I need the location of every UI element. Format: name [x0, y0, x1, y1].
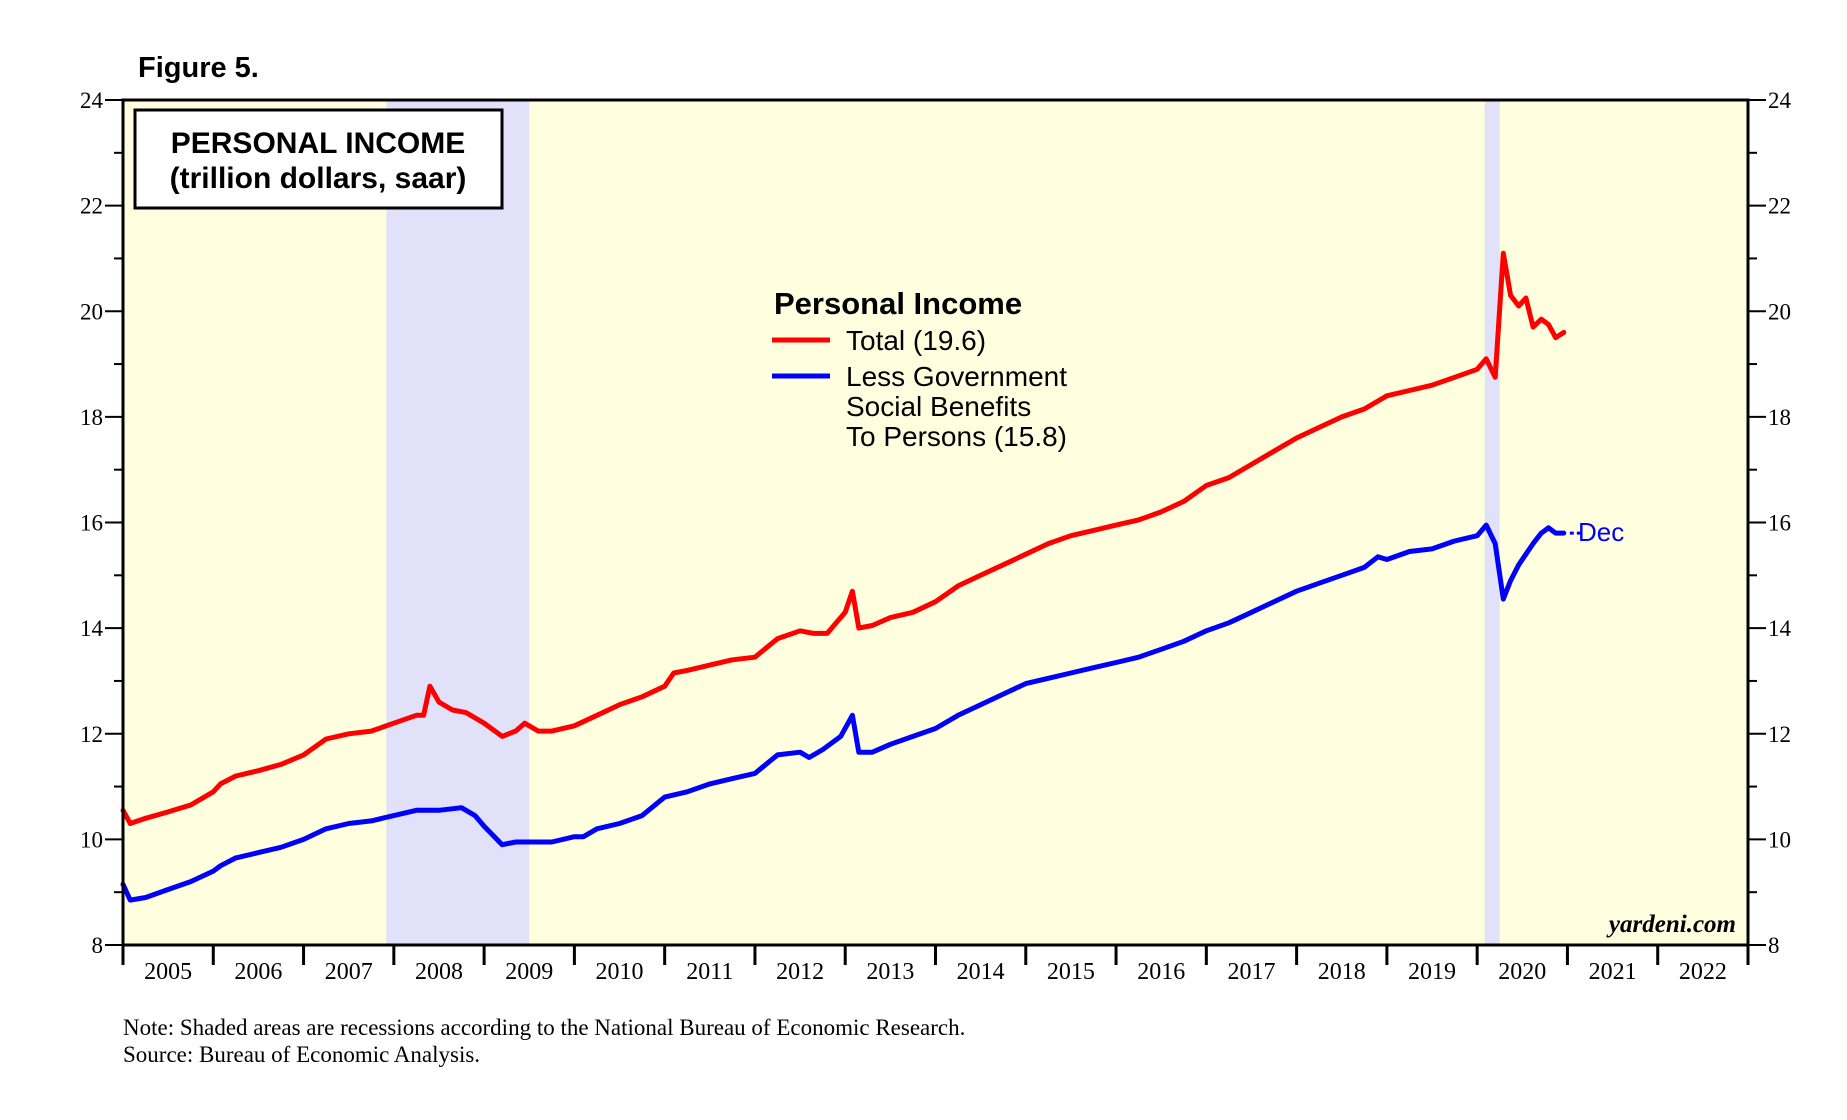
y-tick-label-left: 10 — [80, 827, 103, 852]
x-tick-label: 2016 — [1137, 959, 1185, 985]
x-tick-label: 2020 — [1498, 959, 1546, 985]
y-tick-label-right: 18 — [1768, 405, 1791, 430]
title-box — [133, 108, 504, 210]
y-tick-label-right: 10 — [1768, 827, 1791, 852]
legend: Personal Income Total (19.6) Less Govern… — [772, 286, 1067, 452]
series-line-less-benefits — [120, 522, 1567, 903]
y-tick-label-right: 16 — [1768, 511, 1791, 536]
y-tick-label-left: 24 — [80, 88, 104, 113]
end-label-dec: Dec — [1578, 517, 1624, 547]
x-tick-label: 2007 — [325, 959, 373, 985]
x-tick-label: 2019 — [1408, 959, 1456, 985]
legend-label-less-line1: Less Government — [846, 361, 1067, 392]
x-tick-label: 2010 — [596, 959, 644, 985]
y-tick-label-right: 12 — [1768, 722, 1791, 747]
y-tick-label-left: 12 — [80, 722, 103, 747]
x-tick-label: 2014 — [957, 959, 1005, 985]
x-tick-label: 2021 — [1589, 959, 1637, 985]
y-tick-label-left: 18 — [80, 405, 103, 430]
x-tick-label: 2008 — [415, 959, 463, 985]
y-tick-label-right: 22 — [1768, 194, 1791, 219]
legend-label-total: Total (19.6) — [846, 325, 986, 356]
watermark: yardeni.com — [1606, 911, 1736, 938]
series-line-total — [120, 250, 1567, 826]
note-text: Note: Shaded areas are recessions accord… — [123, 1015, 965, 1040]
recession-band-1 — [386, 100, 530, 945]
legend-label-less-line3: To Persons (15.8) — [846, 421, 1067, 452]
y-tick-label-right: 14 — [1768, 616, 1792, 641]
x-tick-label: 2017 — [1227, 959, 1275, 985]
y-tick-label-left: 8 — [92, 933, 104, 958]
y-tick-label-left: 22 — [80, 194, 103, 219]
x-tick-label: 2011 — [686, 959, 733, 985]
y-tick-label-right: 8 — [1768, 933, 1780, 958]
recession-shading — [386, 100, 1500, 945]
y-tick-label-left: 14 — [80, 616, 104, 641]
figure-label: Figure 5. — [138, 52, 259, 84]
legend-label-less-line2: Social Benefits — [846, 391, 1031, 422]
x-tick-label: 2018 — [1318, 959, 1366, 985]
x-tick-label: 2012 — [776, 959, 824, 985]
x-tick-label: 2015 — [1047, 959, 1095, 985]
source-text: Source: Bureau of Economic Analysis. — [123, 1042, 480, 1067]
plot-background — [123, 100, 1748, 945]
series-lines — [120, 250, 1584, 903]
recession-band-2 — [1484, 100, 1500, 945]
x-tick-label: 2022 — [1679, 959, 1727, 985]
x-tick-label: 2013 — [866, 959, 914, 985]
legend-heading: Personal Income — [774, 286, 1022, 321]
y-tick-label-right: 20 — [1768, 299, 1791, 324]
x-tick-label: 2009 — [505, 959, 553, 985]
plot-frame — [121, 98, 1750, 947]
y-tick-label-right: 24 — [1768, 88, 1792, 113]
chart-title-line1: PERSONAL INCOME — [171, 127, 465, 160]
x-tick-label: 2005 — [144, 959, 192, 985]
x-tick-label: 2006 — [234, 959, 282, 985]
chart-title-line2: (trillion dollars, saar) — [170, 162, 467, 195]
y-tick-label-left: 20 — [80, 299, 103, 324]
y-tick-label-left: 16 — [80, 511, 103, 536]
